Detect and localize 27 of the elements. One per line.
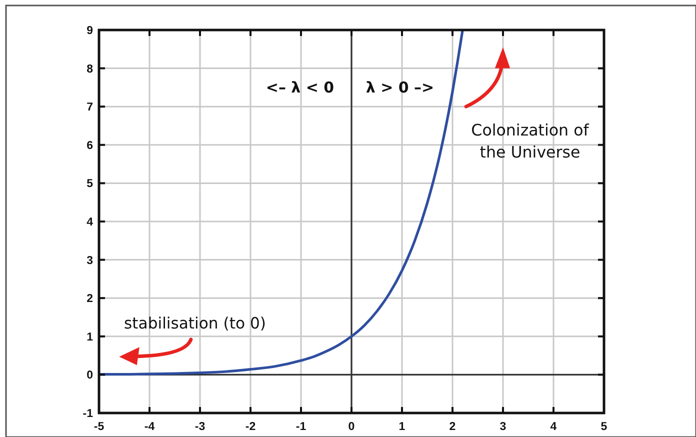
x-tick-label: -5 (94, 421, 105, 433)
y-tick-label: 6 (86, 140, 93, 152)
y-tick-label: 7 (86, 102, 93, 114)
annotation: stabilisation (to 0) (124, 314, 266, 332)
y-tick-label: 8 (86, 63, 94, 76)
x-tick-label: 2 (449, 421, 456, 433)
annotation: <– λ < 0 (266, 78, 334, 96)
x-tick-label: 4 (550, 421, 558, 433)
x-tick-label: 5 (600, 421, 608, 433)
x-tick-label: 3 (500, 421, 506, 433)
x-tick-label: -2 (245, 421, 256, 433)
x-tick-label: -1 (296, 421, 307, 433)
x-tick-label: 1 (398, 421, 406, 433)
x-tick-label: -3 (194, 421, 206, 433)
x-tick-label: -4 (144, 421, 156, 433)
y-tick-label: 1 (86, 331, 94, 344)
annotation: Colonization of the Universe (471, 120, 590, 162)
y-tick-label: 3 (86, 254, 93, 267)
x-tick-label: 0 (348, 421, 355, 433)
y-tick-label: 5 (86, 178, 94, 190)
y-tick-label: 4 (86, 216, 94, 229)
y-tick-label: 2 (86, 293, 93, 306)
y-tick-label: 0 (86, 370, 93, 382)
line-series (99, 30, 464, 376)
annotation: λ > 0 –> (366, 78, 434, 96)
y-tick-label: -1 (82, 408, 94, 420)
y-tick-label: 9 (86, 25, 93, 38)
